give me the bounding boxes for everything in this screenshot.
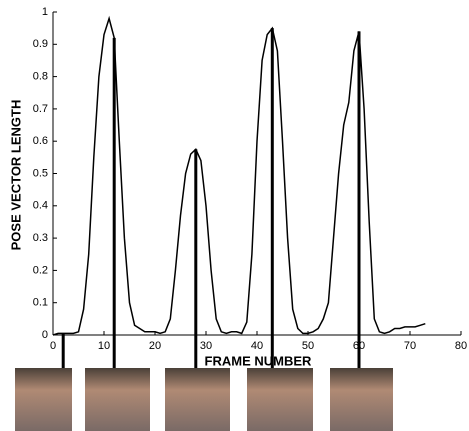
x-axis-title: FRAME NUMBER <box>205 353 312 368</box>
face-image <box>247 368 313 431</box>
y-axis-title: POSE VECTOR LENGTH <box>8 100 23 251</box>
y-tick-label: 0.4 <box>33 200 48 212</box>
y-tick-label: 0.7 <box>33 103 48 115</box>
y-tick-label: 0.9 <box>33 38 48 50</box>
y-tick-label: 0.2 <box>33 264 48 276</box>
x-tick-label: 80 <box>455 340 467 352</box>
y-tick-label: 0.5 <box>33 167 48 179</box>
x-tick-label: 10 <box>98 340 110 352</box>
x-tick-label: 50 <box>302 340 314 352</box>
x-tick-label: 20 <box>149 340 161 352</box>
y-tick-label: 0.1 <box>33 297 48 309</box>
y-tick-label: 0 <box>42 329 48 341</box>
y-tick-label: 0.3 <box>33 232 48 244</box>
data-line <box>52 15 426 336</box>
face-image <box>165 368 230 431</box>
x-tick-label: 40 <box>251 340 263 352</box>
face-thumbnails <box>15 368 393 431</box>
y-tick-label: 0.6 <box>33 135 48 147</box>
x-tick-label: 70 <box>404 340 416 352</box>
face-image <box>85 368 150 431</box>
face-image <box>15 368 72 431</box>
y-tick-label: 0.8 <box>33 71 48 83</box>
y-tick-label: 1 <box>42 6 48 18</box>
x-tick-label: 0 <box>50 340 56 352</box>
x-tick-label: 30 <box>200 340 212 352</box>
face-image <box>330 368 393 431</box>
